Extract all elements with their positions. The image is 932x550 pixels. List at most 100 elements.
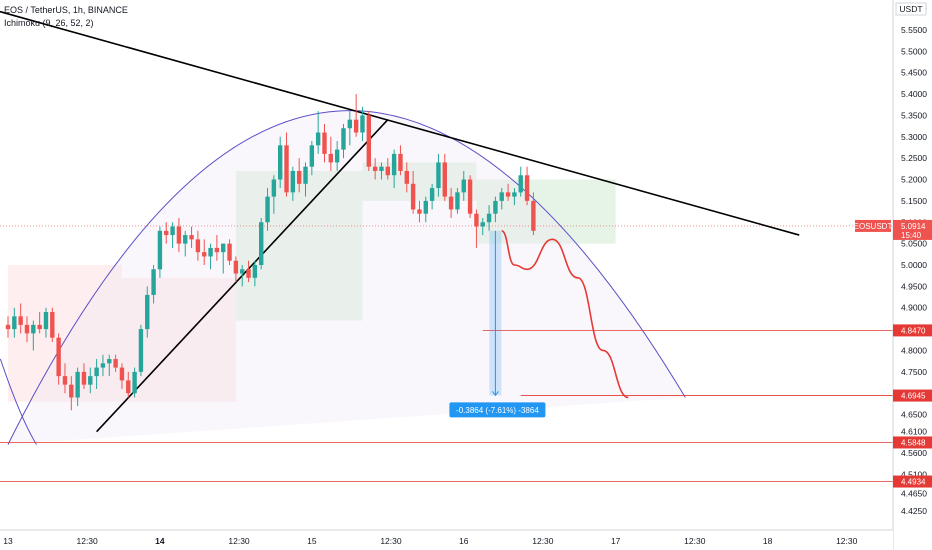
candle[interactable]: [448, 188, 454, 218]
candle[interactable]: [398, 145, 403, 176]
candle[interactable]: [259, 217, 264, 270]
candle[interactable]: [43, 307, 49, 338]
candle-body: [37, 324, 42, 330]
candle[interactable]: [75, 367, 80, 407]
arc-curve[interactable]: [7, 110, 686, 445]
indicator-title[interactable]: Ichimoku (9, 26, 52, 2): [4, 18, 94, 28]
projection-path[interactable]: [501, 230, 629, 399]
candle[interactable]: [176, 217, 182, 253]
candle[interactable]: [284, 132, 289, 197]
candle[interactable]: [31, 320, 36, 351]
candle[interactable]: [417, 200, 422, 223]
candle[interactable]: [474, 209, 479, 248]
candle[interactable]: [69, 376, 74, 411]
plot-area[interactable]: -0.3864 (-7.61%) -3864: [0, 9, 893, 482]
candle[interactable]: [18, 303, 23, 334]
candle[interactable]: [132, 367, 137, 398]
candle[interactable]: [94, 359, 99, 389]
candle[interactable]: [410, 170, 416, 214]
candle[interactable]: [37, 312, 42, 334]
candle[interactable]: [246, 260, 251, 283]
candle[interactable]: [442, 153, 447, 201]
candle[interactable]: [189, 226, 194, 248]
candle[interactable]: [505, 183, 511, 201]
candle[interactable]: [461, 170, 466, 201]
candle[interactable]: [157, 226, 163, 278]
candle[interactable]: [296, 158, 302, 193]
candle[interactable]: [366, 111, 372, 171]
trendline[interactable]: [0, 9, 800, 236]
candle[interactable]: [151, 265, 156, 304]
candle[interactable]: [265, 188, 270, 231]
candle[interactable]: [5, 316, 11, 338]
candle[interactable]: [423, 196, 428, 223]
price-tick-label: 5.3500: [901, 110, 927, 120]
candle[interactable]: [113, 354, 118, 372]
candle[interactable]: [119, 363, 125, 389]
candle[interactable]: [455, 188, 460, 214]
candle[interactable]: [50, 307, 55, 342]
candle[interactable]: [360, 106, 365, 142]
candle[interactable]: [309, 141, 315, 176]
candle[interactable]: [81, 363, 87, 389]
candle-body: [240, 269, 245, 274]
candle[interactable]: [379, 162, 384, 180]
candle[interactable]: [208, 243, 213, 270]
candle[interactable]: [138, 324, 144, 377]
candle[interactable]: [277, 136, 283, 189]
candle[interactable]: [467, 175, 473, 218]
candle[interactable]: [404, 162, 409, 193]
arc-curve-left[interactable]: [0, 358, 37, 445]
candle[interactable]: [429, 183, 435, 210]
candle[interactable]: [195, 230, 201, 261]
candle[interactable]: [221, 243, 226, 274]
candle[interactable]: [271, 175, 277, 214]
candle[interactable]: [290, 166, 296, 201]
candle[interactable]: [372, 158, 378, 180]
candle[interactable]: [240, 265, 245, 287]
candle[interactable]: [202, 239, 207, 265]
candle[interactable]: [88, 367, 93, 394]
price-tick-label: 4.7500: [901, 367, 927, 377]
candle[interactable]: [126, 371, 131, 398]
candle[interactable]: [341, 123, 346, 159]
candle[interactable]: [303, 162, 308, 197]
candle[interactable]: [436, 153, 441, 197]
price-axis[interactable]: 5.60005.55005.50005.45005.40005.35005.30…: [892, 0, 932, 550]
candle[interactable]: [100, 354, 106, 377]
candle[interactable]: [24, 316, 30, 342]
candle[interactable]: [493, 196, 498, 223]
candle[interactable]: [385, 158, 390, 180]
candle[interactable]: [347, 111, 353, 146]
candle[interactable]: [499, 188, 504, 210]
candle[interactable]: [512, 188, 517, 206]
candle[interactable]: [391, 149, 397, 189]
candle[interactable]: [164, 222, 169, 244]
candle[interactable]: [62, 363, 68, 394]
symbol-title[interactable]: EOS / TetherUS, 1h, BINANCE: [4, 5, 128, 15]
candle[interactable]: [233, 256, 239, 283]
candle[interactable]: [12, 307, 17, 338]
candle[interactable]: [328, 136, 334, 171]
candle[interactable]: [334, 141, 340, 171]
candle[interactable]: [227, 239, 232, 265]
candle[interactable]: [170, 222, 175, 248]
candle[interactable]: [486, 205, 492, 231]
candle[interactable]: [214, 235, 220, 261]
candle[interactable]: [315, 111, 321, 154]
candle[interactable]: [524, 166, 530, 206]
candle[interactable]: [531, 192, 536, 236]
time-tick-label: 12:30: [380, 536, 402, 546]
candle[interactable]: [107, 354, 112, 377]
candle[interactable]: [56, 333, 61, 385]
time-axis[interactable]: 13 12:30 14 12:30 15 12:30 16 12:30 17 12:30 18 12:…: [0, 529, 893, 550]
candle[interactable]: [145, 286, 150, 338]
candle[interactable]: [183, 230, 188, 257]
candle[interactable]: [518, 166, 523, 197]
candle[interactable]: [353, 94, 359, 137]
candle[interactable]: [252, 260, 258, 287]
candle[interactable]: [480, 217, 485, 236]
candle[interactable]: [322, 123, 327, 163]
